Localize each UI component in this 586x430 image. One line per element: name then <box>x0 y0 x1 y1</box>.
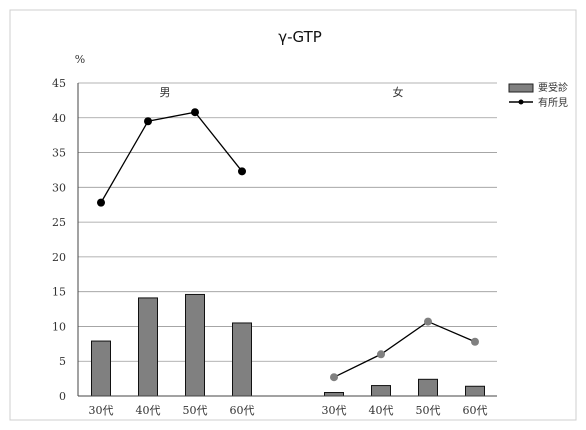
legend-bar-swatch <box>508 83 534 93</box>
bar <box>232 322 252 397</box>
series-line <box>333 320 476 378</box>
data-point <box>144 117 152 126</box>
y-tick-label: 5 <box>59 355 66 368</box>
bar <box>371 385 391 397</box>
data-point <box>424 317 432 326</box>
chart-title: γ-GTP <box>278 28 322 46</box>
x-tick-label: 50代 <box>416 404 441 417</box>
x-tick-label: 60代 <box>230 404 255 417</box>
data-point <box>238 167 246 176</box>
legend-line-marker <box>518 99 524 105</box>
bar <box>324 392 344 397</box>
x-tick-label: 40代 <box>136 404 161 417</box>
y-tick-label: 20 <box>52 251 66 264</box>
x-tick-label: 30代 <box>322 404 347 417</box>
group-label-female: 女 <box>393 85 404 99</box>
y-tick-label: 35 <box>52 147 66 160</box>
y-tick-label: 0 <box>59 390 66 403</box>
data-point <box>191 108 199 117</box>
group-label-male: 男 <box>160 86 171 99</box>
y-tick-label: 30 <box>52 181 66 194</box>
y-tick-label: 25 <box>52 216 66 229</box>
axes: 0 5 10 15 20 25 30 35 40 45 30代 40代 50代 60代 30代 40代 50代 6… <box>52 77 497 417</box>
legend-label-bar: 要受診 <box>538 81 568 94</box>
bar <box>185 293 205 397</box>
bar <box>138 297 158 397</box>
legend-label-line: 有所見 <box>538 96 568 109</box>
bars <box>91 293 485 397</box>
bar <box>91 340 111 397</box>
x-tick-label: 50代 <box>183 404 208 417</box>
y-tick-label: 15 <box>52 286 66 299</box>
y-tick-label: 10 <box>52 320 66 333</box>
series-line <box>100 111 243 203</box>
bar <box>418 378 438 397</box>
bar <box>465 385 485 397</box>
legend: 要受診 有所見 <box>508 81 568 109</box>
y-axis-label: % <box>75 53 85 66</box>
data-point <box>471 337 479 346</box>
x-tick-label: 30代 <box>89 404 114 417</box>
y-tick-label: 45 <box>52 77 66 90</box>
y-tick-label: 40 <box>52 112 66 125</box>
data-point <box>377 350 385 359</box>
x-tick-label: 60代 <box>463 404 488 417</box>
data-point <box>330 373 338 382</box>
x-tick-label: 40代 <box>369 404 394 417</box>
lines <box>97 108 479 382</box>
data-point <box>97 198 105 207</box>
